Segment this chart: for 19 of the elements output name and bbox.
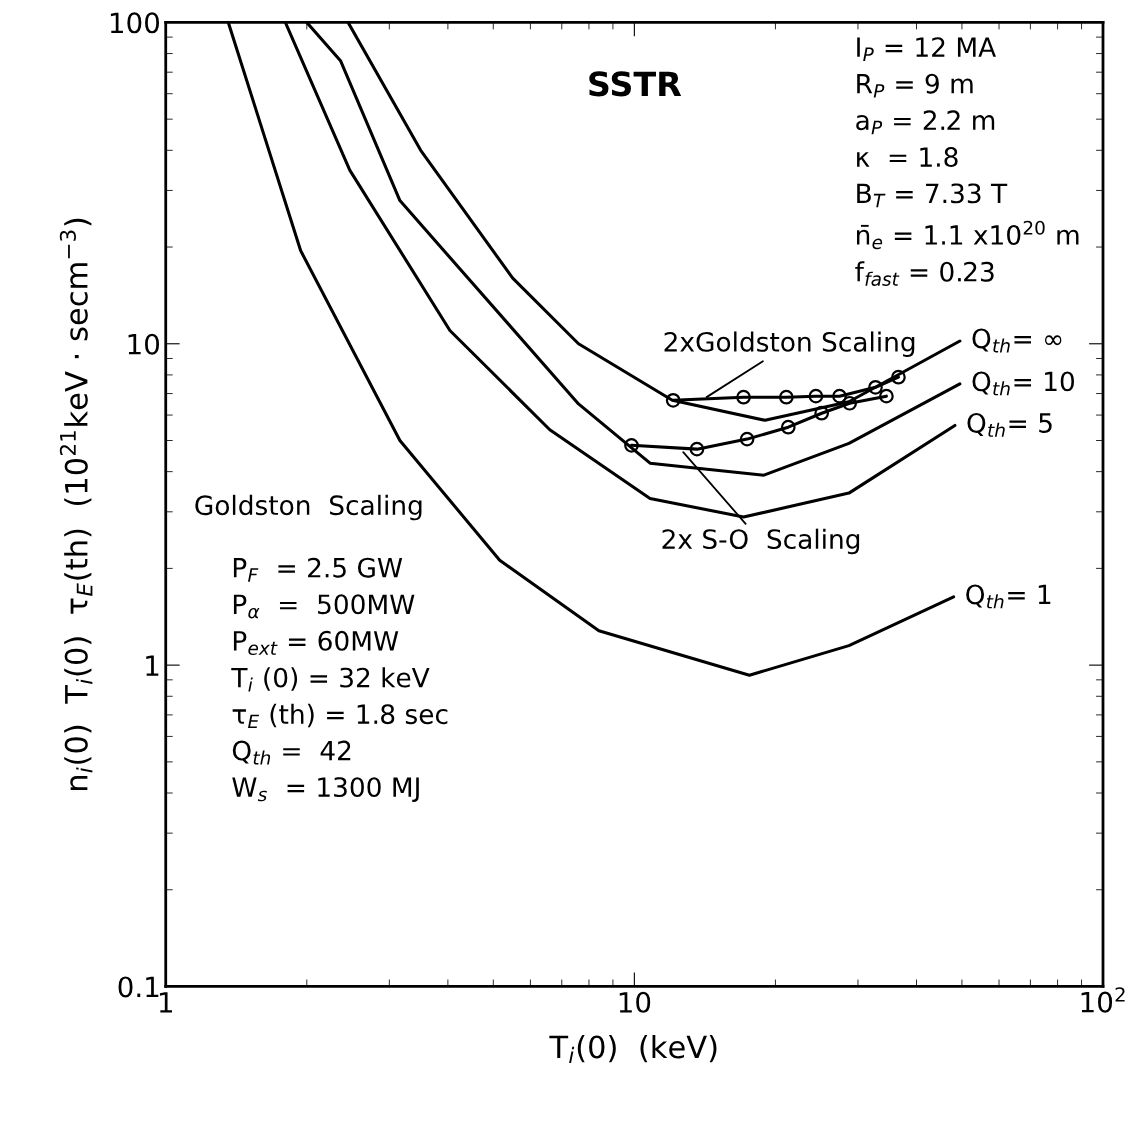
annotation: 2x S-O Scaling [662, 528, 860, 555]
text: P$_{F}$ = 2.5 GW P$_{α}$ = 500MW P$_{ext}$ = 60MW T$_{i}$ (0) = 32 keV τ$_{E}$ (th) = 1.8 sec Q$_{th}$ = 42 W$_{s}$ = 1300 MJ [231, 557, 448, 803]
text: SSTR [589, 71, 682, 97]
x-tick-label: 10$^{2}$ [1081, 987, 1125, 1013]
text: n$_{i}$(0) T$_{i}$(0) τ$_{E}$(th) (10$^{21}$keV · secm$^{−3}$) [59, 218, 93, 791]
y-tick-label: 10 [128, 333, 160, 355]
text: I$_{P}$ = 12 MA R$_{P}$ = 9 m a$_{P}$ = 2.2 m κ = 1.8 B$_{T}$ = 7.33 T n̄$_{e}$ = 1.1 x10$^{20}$ m f$_{fast}$ = 0.23 [855, 37, 1079, 286]
x-axis-title: T$_{i}$(0) (keV) [549, 1034, 717, 1064]
x-tick-label: 10 [619, 991, 651, 1013]
annotation: Q$_{th}$= ∞ [972, 328, 1062, 353]
x-tick-label: 1 [159, 992, 173, 1013]
annotation: Q$_{th}$= 5 [967, 412, 1052, 437]
annotation: 2xGoldston Scaling [664, 331, 915, 357]
annotation: Q$_{th}$= 10 [972, 371, 1075, 396]
y-tick-label: 1 [146, 655, 159, 676]
y-tick-label: 0.1 [118, 976, 159, 998]
annotation: Goldston Scaling [195, 494, 422, 521]
y-tick-label: 100 [110, 12, 160, 34]
annotation: Q$_{th}$= 1 [966, 584, 1051, 609]
